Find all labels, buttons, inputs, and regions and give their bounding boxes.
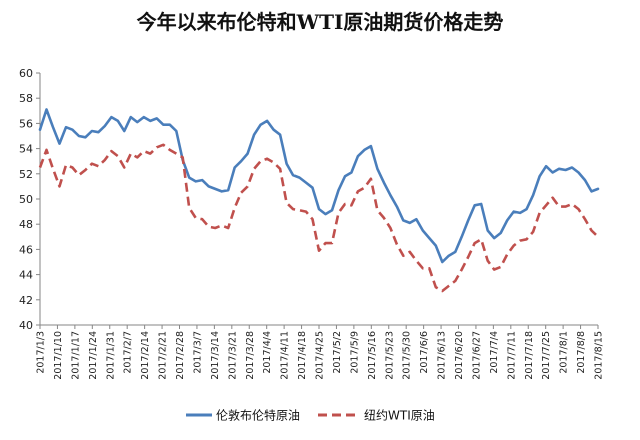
x-tick-label: 2017/8/1 [559, 331, 570, 374]
legend-label-brent: 伦敦布伦特原油 [216, 408, 300, 423]
x-tick-label: 2017/2/7 [123, 331, 134, 374]
x-tick-label: 2017/7/11 [506, 331, 517, 380]
x-tick-label: 2017/6/6 [419, 331, 430, 374]
x-tick-label: 2017/1/17 [70, 331, 81, 380]
x-tick-label: 2017/2/14 [140, 331, 151, 380]
legend-label-wti: 纽约WTI原油 [364, 408, 435, 423]
x-tick-label: 2017/6/20 [454, 331, 465, 380]
series-line-wti [38, 143, 599, 293]
x-tick-label: 2017/6/27 [471, 331, 482, 380]
y-tick-label: 46 [19, 243, 33, 256]
x-tick-label: 2017/5/23 [384, 331, 395, 380]
x-tick-label: 2017/5/16 [367, 331, 378, 380]
y-tick-label: 56 [19, 117, 33, 130]
x-tick-label: 2017/1/24 [88, 331, 99, 380]
x-tick-label: 2017/7/18 [524, 331, 535, 380]
x-tick-label: 2017/7/4 [489, 331, 500, 374]
x-tick-label: 2017/1/3 [36, 331, 47, 374]
y-tick-label: 42 [19, 294, 33, 307]
x-tick-label: 2017/3/21 [227, 331, 238, 380]
x-tick-label: 2017/2/28 [175, 331, 186, 380]
legend: 伦敦布伦特原油 纽约WTI原油 [186, 408, 435, 423]
y-tick-label: 40 [19, 319, 33, 332]
x-tick-label: 2017/1/10 [53, 331, 64, 380]
chart-title: 今年以来布伦特和WTI原油期货价格走势 [136, 10, 504, 34]
x-tick-label: 2017/4/4 [262, 331, 273, 374]
x-tick-label: 2017/3/28 [245, 331, 256, 380]
x-tick-label: 2017/5/9 [349, 331, 360, 374]
y-tick-label: 54 [19, 143, 33, 156]
x-tick-label: 2017/5/30 [402, 331, 413, 380]
series-line-brent [38, 108, 600, 264]
x-tick-label: 2017/7/25 [541, 331, 552, 380]
x-tick-label: 2017/4/18 [297, 331, 308, 380]
x-tick-label: 2017/4/25 [315, 331, 326, 380]
x-tick-label: 2017/8/15 [594, 331, 605, 380]
axes-layer: 40 42 44 46 48 50 52 54 56 58 60 2017/1/3 2017/1/10 2… [19, 67, 605, 380]
x-tick-label: 2017/6/13 [437, 331, 448, 380]
y-tick-label: 60 [19, 67, 33, 80]
x-tick-label: 2017/3/14 [210, 331, 221, 380]
x-tick-label: 2017/2/21 [158, 331, 169, 380]
y-tick-label: 48 [19, 218, 33, 231]
x-tick-label: 2017/8/8 [576, 331, 587, 374]
y-tick-label: 58 [19, 92, 33, 105]
x-tick-label: 2017/5/2 [332, 331, 343, 374]
y-tick-label: 44 [19, 269, 33, 282]
x-tick-label: 2017/4/11 [280, 331, 291, 380]
y-tick-label: 52 [19, 168, 33, 181]
x-tick-label: 2017/3/7 [192, 331, 203, 374]
y-tick-label: 50 [19, 193, 33, 206]
x-tick-label: 2017/1/31 [105, 331, 116, 380]
series-layer [38, 108, 600, 293]
